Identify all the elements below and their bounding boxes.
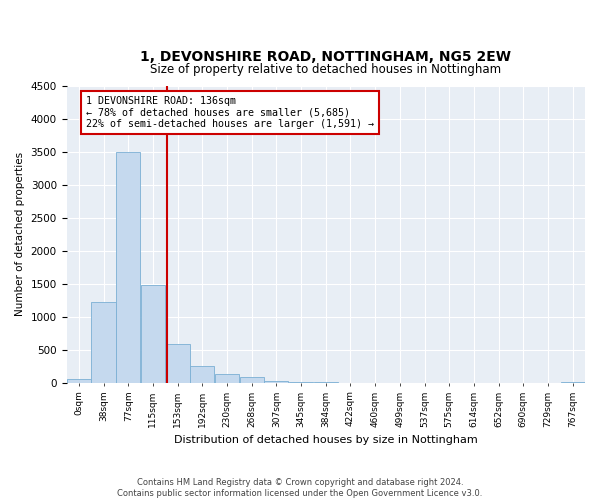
Bar — [215, 374, 239, 382]
Bar — [141, 285, 165, 382]
Bar — [264, 380, 289, 382]
Text: Size of property relative to detached houses in Nottingham: Size of property relative to detached ho… — [150, 62, 502, 76]
Bar — [239, 378, 264, 382]
Bar — [166, 344, 190, 383]
Y-axis label: Number of detached properties: Number of detached properties — [15, 152, 25, 316]
Bar — [190, 366, 214, 382]
Text: Contains HM Land Registry data © Crown copyright and database right 2024.
Contai: Contains HM Land Registry data © Crown c… — [118, 478, 482, 498]
Bar — [116, 152, 140, 382]
Title: 1, DEVONSHIRE ROAD, NOTTINGHAM, NG5 2EW: 1, DEVONSHIRE ROAD, NOTTINGHAM, NG5 2EW — [140, 50, 511, 64]
Bar — [67, 380, 91, 382]
Bar — [91, 302, 116, 382]
Text: 1 DEVONSHIRE ROAD: 136sqm
← 78% of detached houses are smaller (5,685)
22% of se: 1 DEVONSHIRE ROAD: 136sqm ← 78% of detac… — [86, 96, 374, 129]
X-axis label: Distribution of detached houses by size in Nottingham: Distribution of detached houses by size … — [174, 435, 478, 445]
